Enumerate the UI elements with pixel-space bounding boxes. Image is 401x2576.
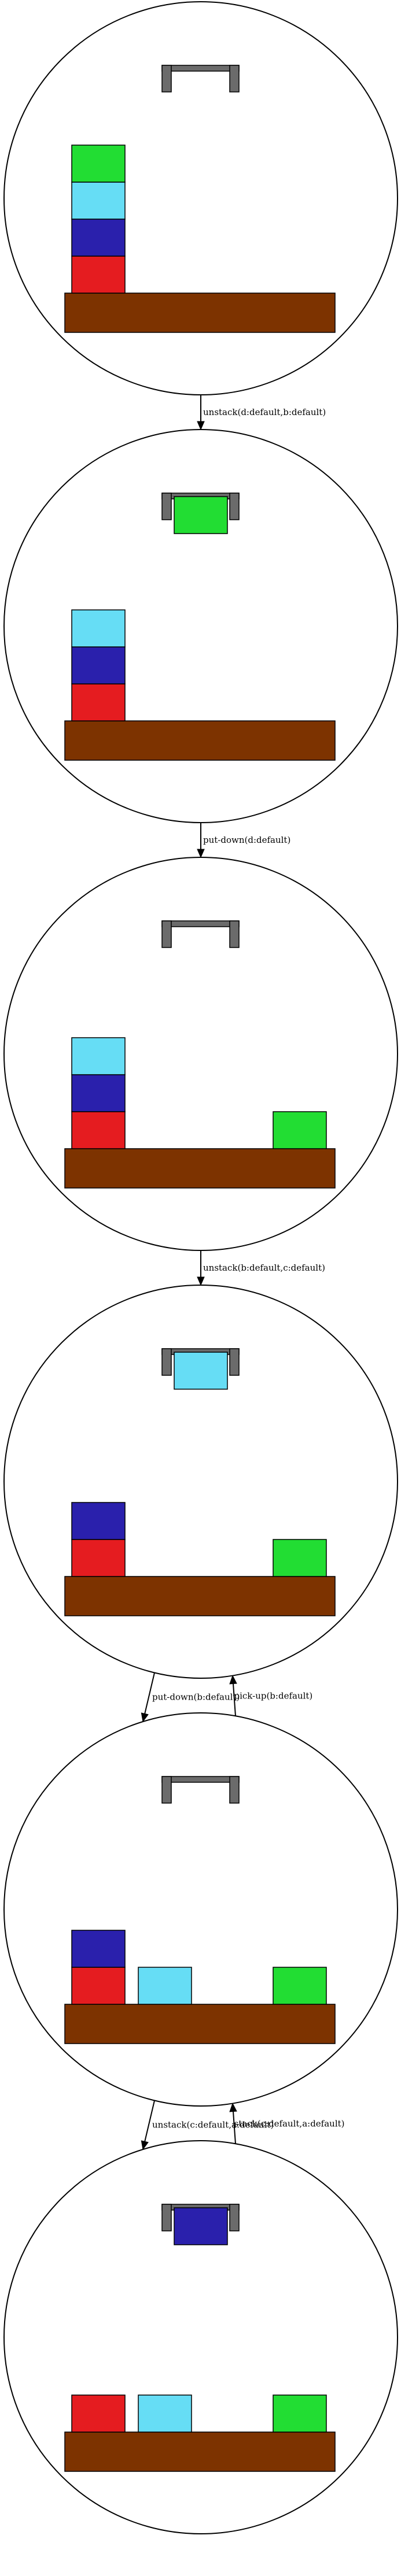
states-layer — [3, 1, 398, 2534]
edge-s6-s5 — [229, 2103, 237, 2144]
labels-layer: unstack(d:default,b:default) put-down(d:d… — [152, 407, 345, 2130]
block-b — [138, 1967, 192, 2005]
edges-layer — [141, 395, 237, 2151]
arrowhead — [197, 1276, 205, 1286]
block-d — [71, 2394, 126, 2433]
gripper — [161, 920, 240, 948]
edge-label: put-down(d:default) — [203, 835, 290, 845]
state-circle — [3, 1, 398, 395]
state-circle — [3, 857, 398, 1251]
arrowhead — [141, 2140, 149, 2151]
held-block-b — [174, 1352, 228, 1390]
edge-label: unstack(c:default,a:default) — [152, 2120, 274, 2130]
table — [64, 1148, 336, 1189]
state-s5 — [3, 1712, 398, 2107]
edge-label: stack(c:default,a:default) — [234, 2118, 345, 2129]
block-c — [71, 219, 126, 257]
gripper — [161, 493, 240, 520]
table — [64, 1576, 336, 1616]
state-s1 — [3, 1, 398, 395]
state-circle — [3, 1285, 398, 1679]
state-circle — [3, 1712, 398, 2107]
arrowhead — [229, 2103, 237, 2112]
arrowhead — [141, 1712, 149, 1723]
edge-label: unstack(b:default,c:default) — [203, 1263, 325, 1273]
state-s2 — [3, 429, 398, 823]
block-c — [71, 646, 126, 684]
edge-label: put-down(b:default) — [152, 1692, 240, 1702]
edge-s4-s5 — [141, 1672, 155, 1723]
state-circle — [3, 2140, 398, 2534]
edge-s5-s4 — [229, 1675, 237, 1716]
edge-s3-s4 — [197, 1250, 205, 1286]
block-a — [273, 1111, 327, 1149]
state-s3 — [3, 857, 398, 1251]
block-a — [273, 1967, 327, 2005]
state-s4 — [3, 1285, 398, 1679]
block-d — [71, 1111, 126, 1149]
held-block-a — [174, 496, 228, 534]
state-circle — [3, 429, 398, 823]
block-b — [71, 609, 126, 647]
block-b — [71, 182, 126, 220]
table — [64, 720, 336, 761]
edge-label: pick-up(b:default) — [234, 1690, 313, 1701]
gripper — [161, 65, 240, 92]
arrowhead — [197, 421, 205, 431]
block-b — [71, 1037, 126, 1075]
edge-s1-s2 — [197, 395, 205, 431]
block-b — [138, 2394, 192, 2433]
block-d — [71, 1967, 126, 2005]
held-block-c — [174, 2207, 228, 2245]
block-c — [71, 1074, 126, 1112]
edge-s5-s6 — [141, 2100, 155, 2151]
arrowhead — [197, 849, 205, 858]
block-c — [71, 1930, 126, 1968]
arrowhead — [229, 1675, 237, 1685]
table — [64, 293, 336, 333]
block-d — [71, 1539, 126, 1577]
block-d — [71, 256, 126, 294]
edge-s2-s3 — [197, 823, 205, 858]
table — [64, 2004, 336, 2044]
block-a — [273, 2394, 327, 2433]
block-a — [273, 1539, 327, 1577]
edge-label: unstack(d:default,b:default) — [203, 407, 326, 417]
state-s6 — [3, 2140, 398, 2534]
block-d — [71, 683, 126, 721]
block-c — [71, 1502, 126, 1540]
gripper — [161, 1776, 240, 1804]
block-a — [71, 145, 126, 183]
table — [64, 2431, 336, 2472]
